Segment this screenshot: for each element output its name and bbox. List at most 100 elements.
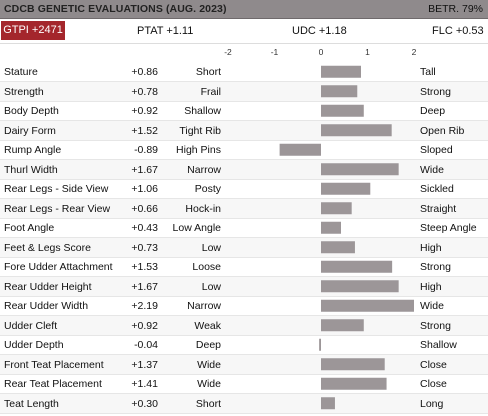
low-descriptor: Frail — [200, 85, 221, 98]
trait-name: Rear Udder Height — [4, 280, 92, 293]
trait-value: +2.19 — [131, 300, 158, 312]
low-descriptor: Short — [195, 397, 221, 410]
low-descriptor: Posty — [194, 183, 221, 195]
trait-bar — [321, 260, 393, 273]
trait-value: +0.43 — [131, 222, 158, 234]
trait-name: Rear Legs - Side View — [4, 183, 109, 195]
trait-bar — [321, 280, 399, 293]
low-descriptor: Wide — [197, 358, 221, 371]
low-descriptor: Low Angle — [172, 222, 221, 234]
gtpi-badge: GTPI +2471 — [1, 21, 65, 40]
high-descriptor: Close — [420, 358, 447, 371]
trait-value: -0.89 — [134, 144, 158, 156]
udc-index: UDC +1.18 — [292, 25, 347, 37]
reliability-label: BETR. 79% — [428, 3, 483, 15]
trait-bar — [321, 202, 352, 215]
trait-row: Rump Angle -0.89 High Pins Sloped — [0, 140, 488, 160]
trait-value: -0.04 — [134, 339, 158, 351]
trait-value: +0.92 — [131, 105, 158, 117]
x-tick-label: 1 — [365, 47, 370, 57]
trait-row: Teat Length +0.30 Short Long — [0, 393, 488, 414]
low-descriptor: Tight Rib — [179, 124, 221, 137]
low-descriptor: Narrow — [187, 300, 221, 312]
trait-bar — [321, 124, 392, 137]
trait-bar — [321, 377, 387, 390]
low-descriptor: Shallow — [184, 105, 221, 117]
high-descriptor: Strong — [420, 319, 451, 332]
low-descriptor: Low — [201, 280, 221, 293]
low-descriptor: Low — [201, 241, 221, 254]
trait-bar — [321, 65, 361, 78]
low-descriptor: Short — [195, 66, 221, 78]
trait-value: +0.30 — [131, 397, 158, 410]
index-summary: GTPI +2471 PTAT +1.11 UDC +1.18 FLC +0.5… — [0, 19, 488, 44]
high-descriptor: Shallow — [420, 339, 457, 351]
trait-value: +0.73 — [131, 241, 158, 254]
trait-name: Udder Cleft — [4, 319, 58, 332]
high-descriptor: Strong — [420, 261, 451, 273]
trait-value: +1.67 — [131, 163, 158, 176]
panel-title: CDCB GENETIC EVALUATIONS (AUG. 2023) — [4, 3, 227, 15]
x-axis: -2 -1 0 1 2 — [0, 44, 488, 62]
trait-name: Rump Angle — [4, 144, 62, 156]
trait-bar — [321, 182, 371, 195]
trait-value: +0.86 — [131, 66, 158, 78]
trait-name: Front Teat Placement — [4, 358, 104, 371]
high-descriptor: Straight — [420, 202, 457, 215]
trait-row: Strength +0.78 Frail Strong — [0, 81, 488, 102]
trait-bar — [321, 85, 358, 98]
trait-value: +1.53 — [131, 261, 158, 273]
trait-row: Rear Legs - Rear View +0.66 Hock-in Straigh… — [0, 198, 488, 219]
high-descriptor: High — [420, 280, 442, 293]
header-bar: CDCB GENETIC EVALUATIONS (AUG. 2023) BET… — [0, 0, 488, 19]
trait-name: Rear Udder Width — [4, 300, 89, 312]
high-descriptor: Open Rib — [420, 124, 465, 137]
high-descriptor: Long — [420, 397, 444, 410]
high-descriptor: Steep Angle — [420, 222, 477, 234]
low-descriptor: Loose — [192, 261, 221, 273]
trait-bar — [321, 319, 364, 332]
trait-bar — [321, 241, 355, 254]
trait-bar — [319, 338, 321, 351]
trait-name: Udder Depth — [4, 339, 64, 351]
low-descriptor: High Pins — [176, 144, 221, 156]
high-descriptor: Wide — [420, 300, 444, 312]
trait-name: Body Depth — [4, 105, 59, 117]
low-descriptor: Deep — [195, 339, 221, 351]
trait-bar — [321, 299, 414, 312]
x-tick-label: 2 — [411, 47, 417, 57]
trait-value: +1.41 — [131, 378, 158, 390]
trait-row: Udder Cleft +0.92 Weak Strong — [0, 315, 488, 336]
trait-name: Foot Angle — [4, 222, 55, 234]
trait-name: Feet & Legs Score — [4, 241, 91, 254]
trait-bar — [321, 397, 335, 410]
trait-value: +1.67 — [131, 280, 158, 293]
x-tick-label: -2 — [224, 47, 232, 57]
trait-name: Dairy Form — [4, 124, 56, 137]
trait-value: +1.52 — [131, 124, 158, 137]
trait-name: Fore Udder Attachment — [4, 261, 113, 273]
low-descriptor: Narrow — [187, 163, 221, 176]
high-descriptor: Sloped — [420, 144, 453, 156]
trait-name: Rear Teat Placement — [4, 378, 102, 390]
high-descriptor: Close — [420, 378, 447, 390]
low-descriptor: Weak — [194, 319, 221, 332]
high-descriptor: Wide — [420, 163, 444, 176]
x-tick-label: 0 — [318, 47, 324, 57]
trait-value: +1.37 — [131, 358, 158, 371]
low-descriptor: Wide — [197, 378, 221, 390]
trait-value: +0.92 — [131, 319, 158, 332]
trait-name: Teat Length — [4, 397, 59, 410]
trait-bar — [321, 358, 385, 371]
trait-name: Thurl Width — [4, 163, 58, 176]
high-descriptor: Sickled — [420, 183, 454, 195]
trait-row: Feet & Legs Score +0.73 Low High — [0, 237, 488, 258]
trait-bar — [279, 143, 321, 156]
trait-name: Rear Legs - Rear View — [4, 202, 111, 215]
x-tick-label: -1 — [270, 47, 279, 57]
low-descriptor: Hock-in — [185, 202, 221, 215]
trait-bar — [321, 163, 399, 176]
trait-value: +0.78 — [131, 85, 158, 98]
high-descriptor: High — [420, 241, 442, 254]
